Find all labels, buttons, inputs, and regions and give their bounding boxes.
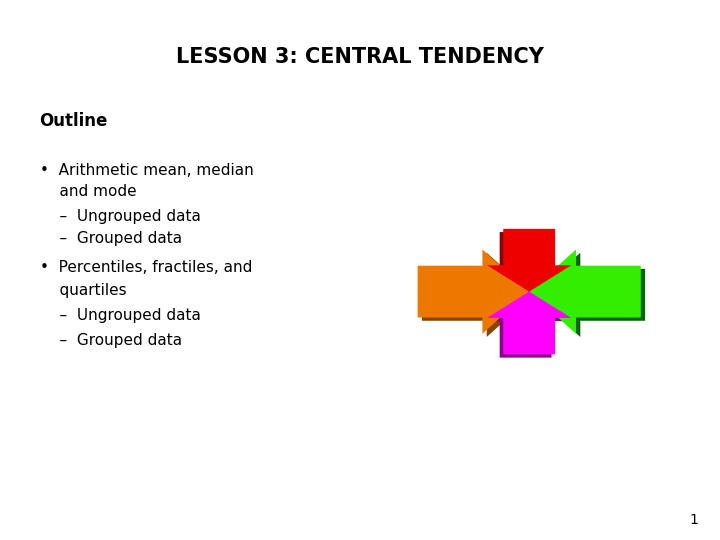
Polygon shape [418, 249, 529, 334]
Text: LESSON 3: CENTRAL TENDENCY: LESSON 3: CENTRAL TENDENCY [176, 46, 544, 67]
Text: •  Arithmetic mean, median: • Arithmetic mean, median [40, 163, 253, 178]
Text: quartiles: quartiles [40, 283, 126, 298]
Text: –  Ungrouped data: – Ungrouped data [40, 308, 200, 323]
Text: –  Grouped data: – Grouped data [40, 333, 181, 348]
Text: •  Percentiles, fractiles, and: • Percentiles, fractiles, and [40, 260, 252, 275]
Text: –  Ungrouped data: – Ungrouped data [40, 208, 200, 224]
Polygon shape [534, 253, 645, 337]
Polygon shape [487, 292, 572, 354]
Polygon shape [487, 229, 572, 292]
Text: 1: 1 [690, 512, 698, 526]
Text: Outline: Outline [40, 112, 108, 131]
Polygon shape [529, 249, 641, 334]
Polygon shape [422, 253, 534, 337]
Polygon shape [484, 232, 568, 295]
Text: –  Grouped data: – Grouped data [40, 231, 181, 246]
Polygon shape [484, 295, 568, 357]
Text: and mode: and mode [40, 184, 136, 199]
